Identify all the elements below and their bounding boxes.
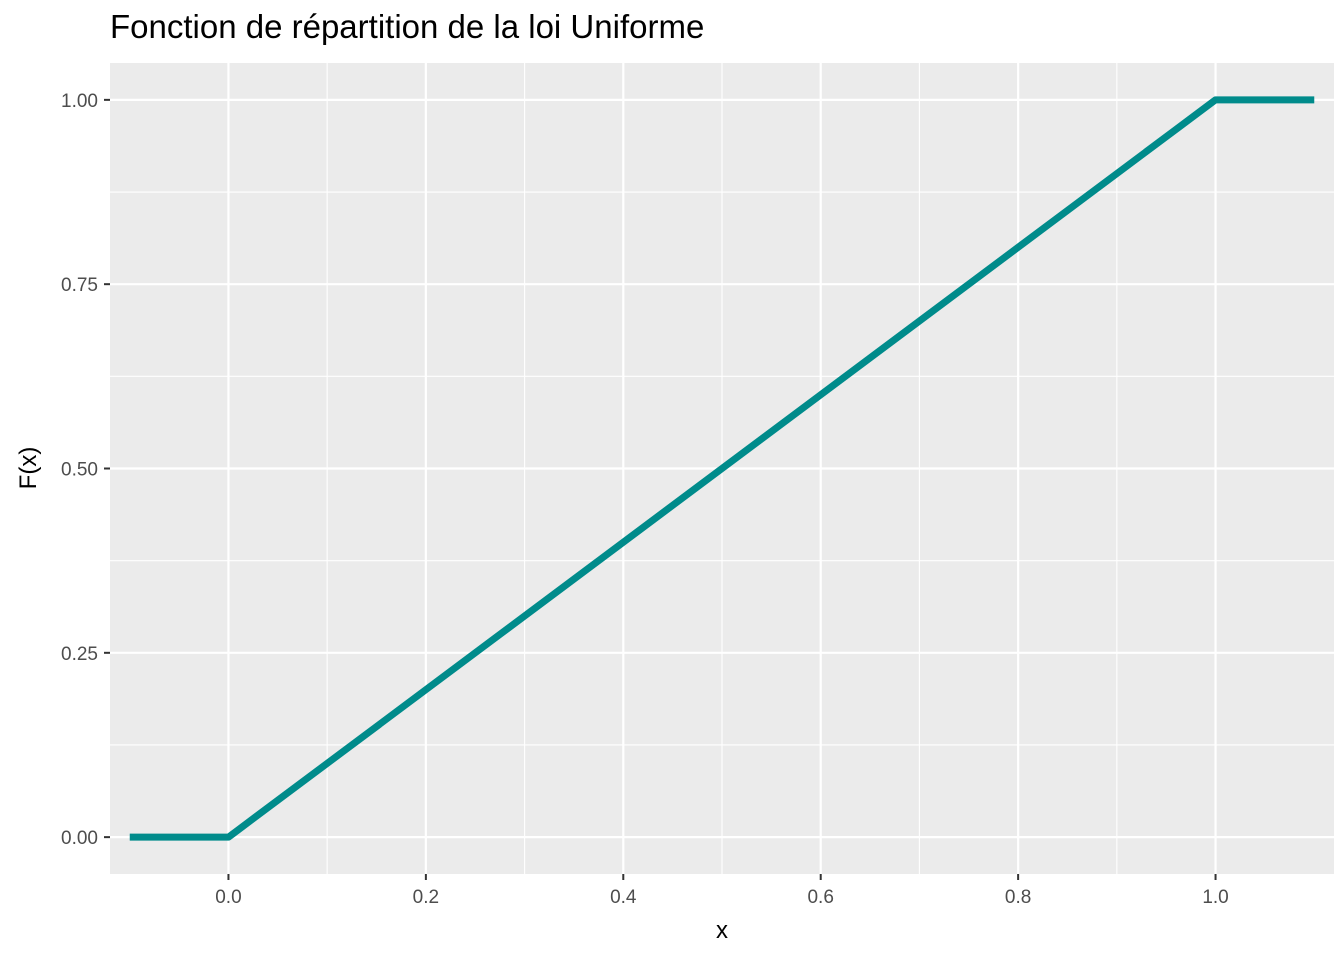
- x-axis-title: x: [716, 917, 728, 944]
- y-tick-label: 0.25: [61, 644, 98, 665]
- y-tick-label: 0.50: [61, 460, 98, 481]
- grid-major: [110, 63, 1334, 874]
- y-tick-labels: 0.00 0.25 0.50 0.75 1.00: [61, 91, 98, 849]
- series-layer: [129, 96, 1315, 841]
- y-tick-label: 0.75: [61, 275, 98, 296]
- series-line: [129, 96, 1315, 841]
- chart-title: Fonction de répartition de la loi Unifor…: [110, 8, 705, 45]
- x-tick-labels: 0.0 0.2 0.4 0.6 0.8 1.0: [215, 887, 1229, 908]
- axis-ticks: [104, 98, 1217, 880]
- x-tick-label: 0.4: [610, 887, 637, 908]
- x-tick-label: 1.0: [1202, 887, 1228, 908]
- x-tick-label: 0.6: [807, 887, 833, 908]
- grid-minor: [110, 63, 1334, 874]
- y-axis-title: F(x): [15, 447, 42, 490]
- x-tick-label: 0.8: [1005, 887, 1031, 908]
- x-tick-label: 0.0: [215, 887, 241, 908]
- x-tick-label: 0.2: [413, 887, 439, 908]
- y-tick-label: 1.00: [61, 91, 98, 112]
- y-tick-label: 0.00: [61, 828, 98, 849]
